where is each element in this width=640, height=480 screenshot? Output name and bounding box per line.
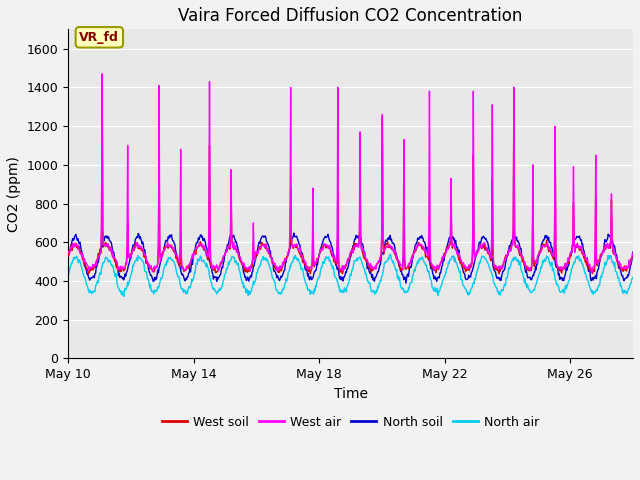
North air [385,256,393,262]
West air [588,270,596,276]
North air [387,252,394,257]
North soil [629,249,637,255]
North air [629,275,637,280]
West soil [84,271,92,277]
North soil [522,269,529,275]
West air [84,264,92,270]
West soil [85,270,93,276]
North soil [84,274,92,279]
North air [120,294,127,300]
West air [64,249,72,255]
Y-axis label: CO2 (ppm): CO2 (ppm) [7,156,21,232]
North soil [64,252,72,258]
North air [522,282,529,288]
West soil [271,265,279,271]
West air [271,260,278,266]
North soil [402,280,410,286]
Text: VR_fd: VR_fd [79,31,119,44]
X-axis label: Time: Time [333,387,367,401]
West air [198,240,205,246]
West soil [198,244,206,250]
North soil [197,232,205,238]
West soil [386,243,394,249]
West soil [301,263,309,269]
North air [271,279,278,285]
West soil [629,254,637,260]
West air [99,71,106,77]
West soil [99,75,106,81]
West air [521,260,529,265]
Line: North air: North air [68,254,633,297]
Line: North soil: North soil [68,233,633,283]
West air [629,252,637,258]
North soil [270,268,278,274]
West soil [64,253,72,259]
West soil [522,263,529,268]
North air [84,287,92,293]
North air [301,276,308,282]
West air [385,242,393,248]
Legend: West soil, West air, North soil, North air: West soil, West air, North soil, North a… [157,411,544,434]
North soil [385,237,393,242]
Title: Vaira Forced Diffusion CO2 Concentration: Vaira Forced Diffusion CO2 Concentration [179,7,523,25]
North soil [301,260,308,266]
Line: West air: West air [68,74,633,273]
North air [64,273,72,278]
West air [301,259,308,264]
Line: West soil: West soil [68,78,633,274]
North air [198,258,205,264]
North soil [290,230,298,236]
